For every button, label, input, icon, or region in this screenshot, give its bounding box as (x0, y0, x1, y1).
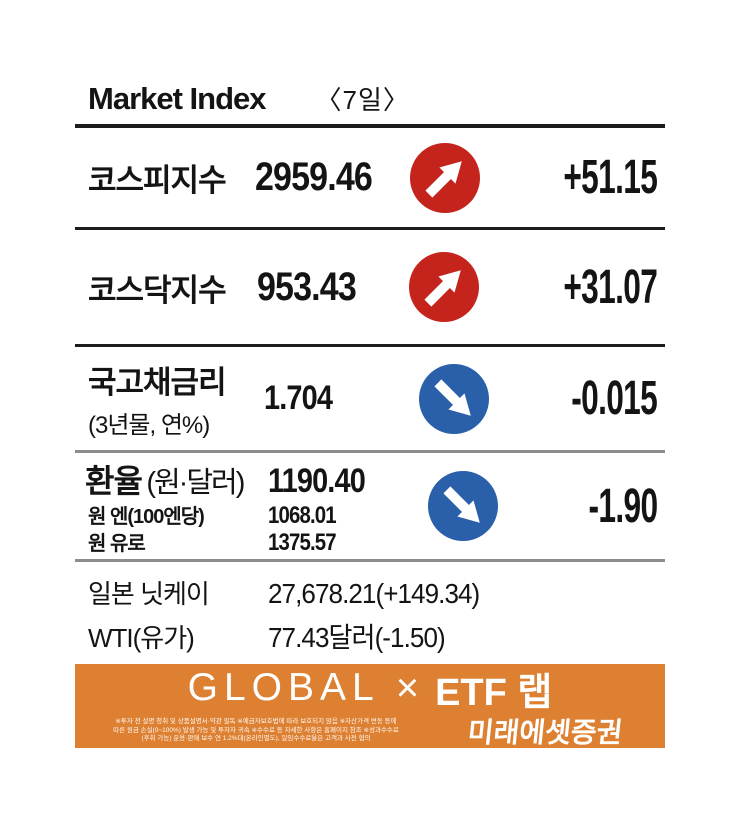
row-exchange-rate: 환율 (원·달러) 1190.40 원 엔(100엔당) 1068.01 원 유… (75, 453, 665, 559)
row-treasury-rate: 국고채금리 (3년물, 연%) 1.704 -0.015 (75, 347, 665, 450)
fx-euro-label: 원 유로 (88, 533, 146, 555)
date-label: 〈7일〉 (315, 85, 410, 115)
globalx-brand-text: GLOBAL (187, 666, 380, 709)
etf-wrap-product-text: ETF 랩 (435, 671, 553, 714)
row-kospi: 코스피지수 2959.46 +51.15 (75, 128, 665, 227)
treasury-sublabel: (3년물, 연%) (88, 412, 210, 439)
wti-value: 77.43달러(-1.50) (268, 622, 446, 653)
down-right-arrow-icon (418, 363, 489, 434)
row-wti: WTI(유가) 77.43달러(-1.50) (75, 616, 665, 660)
kospi-label: 코스피지수 (88, 163, 227, 198)
wti-label: WTI(유가) (88, 623, 195, 653)
treasury-label: 국고채금리 (88, 365, 227, 400)
fx-yen-label: 원 엔(100엔당) (88, 506, 205, 528)
fx-subrow-euro: 원 유로 1375.57 (75, 531, 388, 556)
divider (75, 450, 665, 453)
up-right-arrow-icon (410, 142, 481, 213)
header: Market Index 〈7일〉 (75, 80, 665, 124)
nikkei-label: 일본 닛케이 (88, 579, 210, 609)
fx-change: -1.90 (588, 479, 658, 533)
fx-usd-value: 1190.40 (268, 462, 366, 500)
kosdaq-label: 코스닥지수 (88, 272, 227, 308)
content-column: Market Index 〈7일〉 코스피지수 2959.46 +51.15 (75, 0, 665, 748)
divider (75, 227, 665, 230)
treasury-value: 1.704 (263, 379, 333, 417)
globalx-x-mark-icon: × (395, 666, 420, 710)
kosdaq-value: 953.43 (257, 264, 357, 309)
mirae-asset-logo-text: 미래에셋증권 (466, 717, 625, 748)
row-nikkei: 일본 닛케이 27,678.21(+149.34) (75, 572, 665, 616)
extra-indices: 일본 닛케이 27,678.21(+149.34) WTI(유가) 77.43달… (75, 562, 665, 661)
ad-banner-globalx-etf: GLOBAL × ETF 랩 ※투자 전 설명 청취 및 상품설명서·약관 필독… (75, 664, 665, 748)
kospi-change: +51.15 (563, 151, 657, 204)
fx-subrow-yen: 원 엔(100엔당) 1068.01 (75, 504, 388, 529)
fx-yen-value: 1068.01 (268, 502, 337, 529)
page-title: Market Index (88, 81, 267, 116)
fx-euro-value: 1375.57 (268, 529, 337, 556)
banner-disclaimer: ※투자 전 설명 청취 및 상품설명서·약관 필독 ※예금자보호법에 따라 보호… (113, 718, 399, 743)
nikkei-value: 27,678.21(+149.34) (268, 578, 480, 609)
divider (75, 559, 665, 562)
treasury-change: -0.015 (571, 372, 658, 425)
divider (75, 344, 665, 347)
up-right-arrow-icon (409, 252, 480, 322)
kosdaq-change: +31.07 (563, 260, 657, 314)
fx-label: 환율 (85, 463, 143, 499)
divider (75, 124, 665, 128)
row-kosdaq: 코스닥지수 953.43 +31.07 (75, 230, 665, 344)
fx-label-note: (원·달러) (146, 467, 245, 499)
kospi-value: 2959.46 (255, 155, 373, 199)
down-right-arrow-icon (428, 471, 498, 541)
